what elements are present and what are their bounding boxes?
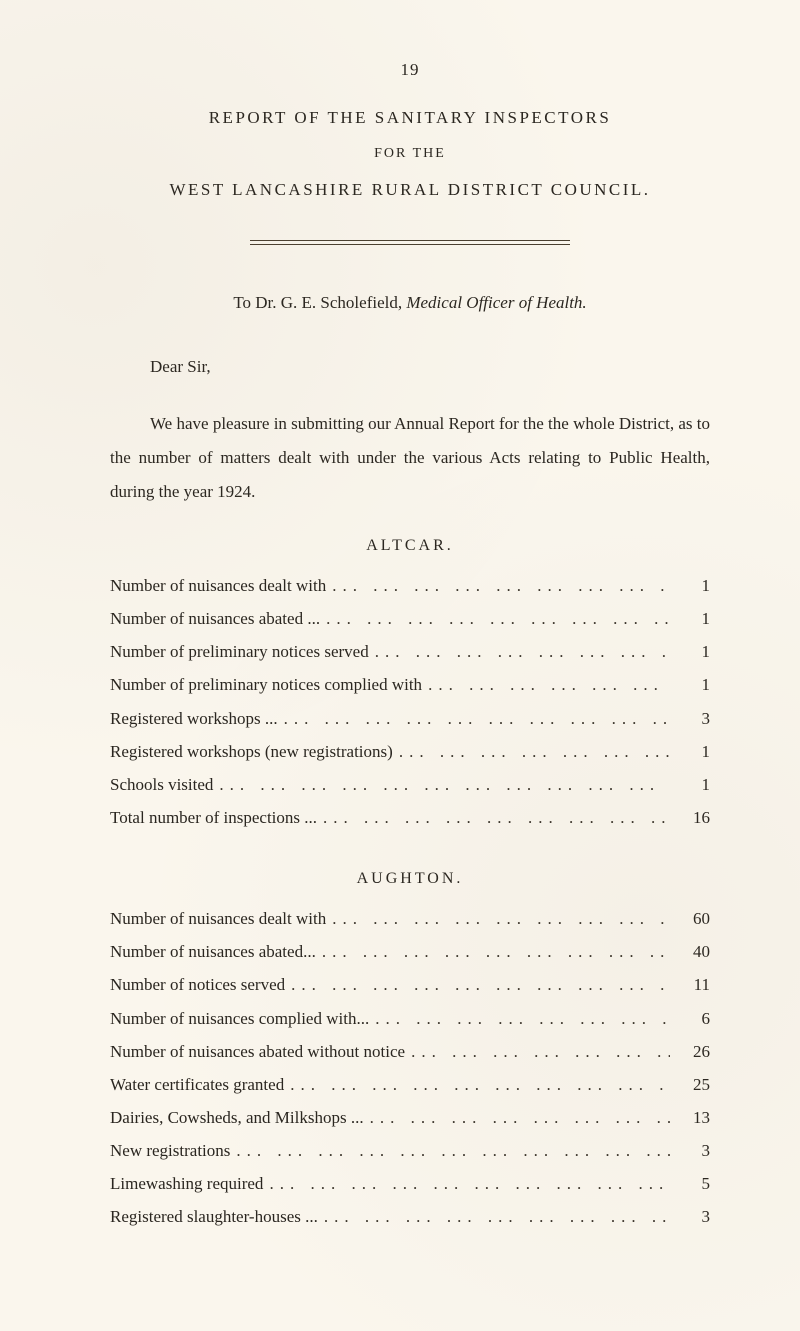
row-label: Number of nuisances complied with... — [110, 1002, 369, 1035]
row-value: 6 — [670, 1002, 710, 1035]
row-value: 11 — [670, 968, 710, 1001]
leader-dots — [422, 668, 670, 701]
leader-dots — [316, 935, 670, 968]
row-label: Number of nuisances abated without notic… — [110, 1035, 405, 1068]
table-row: Number of nuisances dealt with 1 — [110, 569, 710, 602]
leader-dots — [284, 1068, 670, 1101]
row-label: Number of preliminary notices complied w… — [110, 668, 422, 701]
table-row: Registered slaughter-houses ... 3 — [110, 1200, 710, 1233]
row-label: Number of nuisances abated ... — [110, 602, 320, 635]
row-value: 40 — [670, 935, 710, 968]
row-label: Registered slaughter-houses ... — [110, 1200, 318, 1233]
table-row: Number of nuisances abated ... 1 — [110, 602, 710, 635]
row-label: Water certificates granted — [110, 1068, 284, 1101]
page: 19 REPORT OF THE SANITARY INSPECTORS FOR… — [0, 0, 800, 1331]
leader-dots — [369, 635, 670, 668]
table-row: Number of notices served 11 — [110, 968, 710, 1001]
leader-dots — [320, 602, 670, 635]
leader-dots — [317, 801, 670, 834]
leader-dots — [278, 702, 670, 735]
row-value: 1 — [670, 635, 710, 668]
section-gap — [110, 834, 710, 864]
leader-dots — [369, 1002, 670, 1035]
table-row: Number of preliminary notices served 1 — [110, 635, 710, 668]
for-the-label: FOR THE — [110, 146, 710, 162]
row-label: Number of notices served — [110, 968, 285, 1001]
leader-dots — [364, 1101, 670, 1134]
row-label: New registrations — [110, 1134, 230, 1167]
row-label: Number of nuisances dealt with — [110, 902, 326, 935]
row-value: 1 — [670, 668, 710, 701]
row-label: Number of preliminary notices served — [110, 635, 369, 668]
section-heading-aughton: AUGHTON. — [110, 870, 710, 888]
table-row: Total number of inspections ... 16 — [110, 801, 710, 834]
row-value: 1 — [670, 602, 710, 635]
leader-dots — [318, 1200, 670, 1233]
row-label: Dairies, Cowsheds, and Milkshops ... — [110, 1101, 364, 1134]
salutation: Dear Sir, — [150, 357, 710, 377]
leader-dots — [213, 768, 670, 801]
row-value: 3 — [670, 1134, 710, 1167]
table-row: Registered workshops ... 3 — [110, 702, 710, 735]
report-title: REPORT OF THE SANITARY INSPECTORS — [110, 108, 710, 128]
row-label: Number of nuisances abated... — [110, 935, 316, 968]
leader-dots — [263, 1167, 670, 1200]
leader-dots — [405, 1035, 670, 1068]
divider-rule — [250, 240, 570, 245]
section-heading-altcar: ALTCAR. — [110, 537, 710, 555]
row-value: 1 — [670, 735, 710, 768]
table-row: Dairies, Cowsheds, and Milkshops ... 13 — [110, 1101, 710, 1134]
addressee-line: To Dr. G. E. Scholefield, Medical Office… — [110, 293, 710, 313]
row-value: 13 — [670, 1101, 710, 1134]
leader-dots — [285, 968, 670, 1001]
table-row: Registered workshops (new registrations)… — [110, 735, 710, 768]
table-row: Number of nuisances abated... 40 — [110, 935, 710, 968]
intro-paragraph: We have pleasure in submitting our Annua… — [110, 407, 710, 509]
row-value: 1 — [670, 768, 710, 801]
row-label: Total number of inspections ... — [110, 801, 317, 834]
row-value: 1 — [670, 569, 710, 602]
leader-dots — [326, 902, 670, 935]
row-label: Registered workshops ... — [110, 702, 278, 735]
leader-dots — [393, 735, 670, 768]
table-row: Schools visited 1 — [110, 768, 710, 801]
addressee-suffix: Medical Officer of Health. — [406, 293, 586, 312]
table-row: Water certificates granted 25 — [110, 1068, 710, 1101]
table-row: Number of nuisances dealt with 60 — [110, 902, 710, 935]
row-value: 60 — [670, 902, 710, 935]
row-value: 25 — [670, 1068, 710, 1101]
page-number: 19 — [110, 60, 710, 80]
table-row: Limewashing required 5 — [110, 1167, 710, 1200]
table-row: Number of nuisances abated without notic… — [110, 1035, 710, 1068]
leader-dots — [326, 569, 670, 602]
row-value: 3 — [670, 702, 710, 735]
addressee-prefix: To Dr. G. E. Scholefield, — [233, 293, 406, 312]
row-label: Limewashing required — [110, 1167, 263, 1200]
row-label: Number of nuisances dealt with — [110, 569, 326, 602]
row-value: 5 — [670, 1167, 710, 1200]
row-label: Registered workshops (new registrations) — [110, 735, 393, 768]
row-value: 26 — [670, 1035, 710, 1068]
table-row: Number of nuisances complied with... 6 — [110, 1002, 710, 1035]
council-name: WEST LANCASHIRE RURAL DISTRICT COUNCIL. — [110, 180, 710, 200]
leader-dots — [230, 1134, 670, 1167]
row-value: 16 — [670, 801, 710, 834]
row-value: 3 — [670, 1200, 710, 1233]
row-label: Schools visited — [110, 768, 213, 801]
table-row: Number of preliminary notices complied w… — [110, 668, 710, 701]
table-row: New registrations 3 — [110, 1134, 710, 1167]
